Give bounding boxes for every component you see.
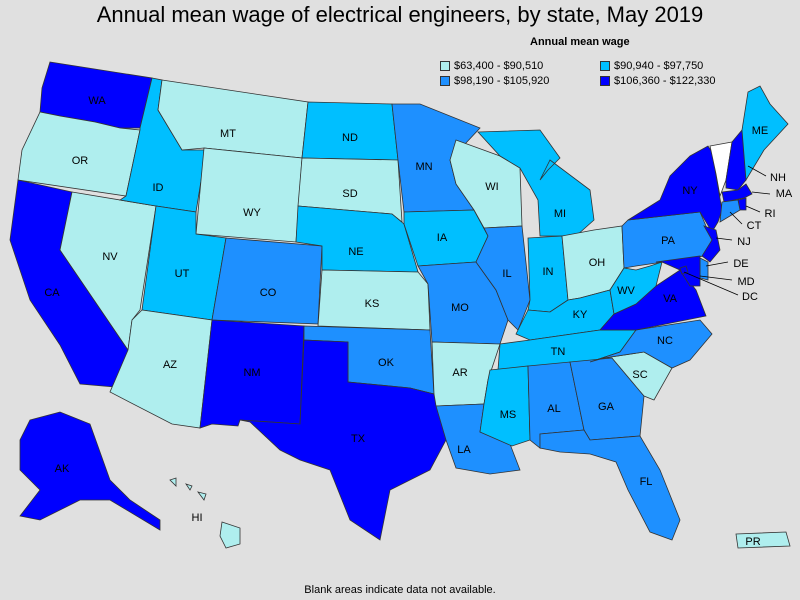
- legend-swatch: [440, 61, 450, 71]
- state-ct[interactable]: [719, 199, 741, 223]
- state-label-il: IL: [502, 268, 511, 280]
- state-label-ms: MS: [500, 409, 517, 421]
- state-label-ks: KS: [365, 298, 380, 310]
- state-label-mn: MN: [415, 161, 432, 173]
- state-mi[interactable]: [477, 129, 595, 237]
- legend-item-tier-2: $90,940 - $97,750: [600, 60, 760, 72]
- state-ks[interactable]: [317, 269, 431, 331]
- state-label-me: ME: [752, 125, 769, 137]
- state-wy[interactable]: [195, 147, 303, 243]
- map-title: Annual mean wage of electrical engineers…: [96, 2, 704, 27]
- state-label-nv: NV: [102, 251, 118, 263]
- state-fl[interactable]: [539, 429, 681, 541]
- state-label-tx: TX: [351, 433, 366, 445]
- state-label-nm: NM: [243, 367, 260, 379]
- state-tx[interactable]: [239, 339, 447, 541]
- state-label-mo: MO: [451, 302, 469, 314]
- state-co[interactable]: [211, 237, 323, 325]
- state-hi[interactable]: [169, 477, 241, 549]
- state-label-nj: NJ: [737, 236, 750, 248]
- legend-item-tier-4: $106,360 - $122,330: [600, 75, 760, 87]
- state-label-in: IN: [543, 266, 554, 278]
- state-label-de: DE: [733, 258, 748, 270]
- legend-label: $106,360 - $122,330: [614, 75, 716, 87]
- state-nm[interactable]: [199, 319, 305, 429]
- state-label-wa: WA: [88, 95, 106, 107]
- legend-item-tier-1: $63,400 - $90,510: [440, 60, 600, 72]
- legend-swatch: [600, 76, 610, 86]
- state-nc[interactable]: [589, 319, 713, 369]
- state-label-sd: SD: [342, 188, 357, 200]
- state-vt[interactable]: [709, 141, 733, 198]
- state-label-pr: PR: [745, 536, 760, 548]
- state-label-az: AZ: [163, 359, 177, 371]
- state-dc[interactable]: [679, 265, 689, 275]
- state-label-md: MD: [737, 276, 754, 288]
- state-label-mi: MI: [554, 208, 566, 220]
- state-label-oh: OH: [589, 257, 606, 269]
- state-label-wi: WI: [485, 181, 498, 193]
- legend-swatch: [440, 76, 450, 86]
- legend-title: Annual mean wage: [530, 36, 630, 48]
- state-label-mt: MT: [220, 128, 236, 140]
- state-label-va: VA: [663, 293, 678, 305]
- state-label-ne: NE: [348, 246, 363, 258]
- state-label-pa: PA: [661, 235, 676, 247]
- state-label-wv: WV: [617, 285, 635, 297]
- state-nj[interactable]: [701, 225, 721, 263]
- state-label-wy: WY: [243, 207, 261, 219]
- state-label-hi: HI: [192, 512, 203, 524]
- state-label-ma: MA: [776, 188, 793, 200]
- state-me[interactable]: [741, 85, 789, 182]
- state-label-ct: CT: [747, 220, 762, 232]
- state-label-ga: GA: [598, 401, 615, 413]
- legend-label: $90,940 - $97,750: [614, 60, 704, 72]
- legend-label: $98,190 - $105,920: [454, 75, 550, 87]
- state-label-al: AL: [547, 403, 560, 415]
- state-nd[interactable]: [301, 101, 399, 161]
- state-label-tn: TN: [551, 346, 566, 358]
- state-label-la: LA: [457, 444, 471, 456]
- legend-label: $63,400 - $90,510: [454, 60, 544, 72]
- state-label-dc: DC: [742, 291, 758, 303]
- state-label-id: ID: [153, 182, 164, 194]
- state-label-sc: SC: [632, 369, 647, 381]
- state-label-ar: AR: [452, 367, 467, 379]
- state-label-nc: NC: [657, 335, 673, 347]
- state-mt[interactable]: [157, 79, 309, 159]
- legend: Annual mean wage $63,400 - $90,510 $90,9…: [440, 36, 770, 87]
- state-label-co: CO: [260, 287, 277, 299]
- legend-item-tier-3: $98,190 - $105,920: [440, 75, 600, 87]
- state-label-ia: IA: [437, 232, 448, 244]
- state-il[interactable]: [475, 225, 531, 331]
- state-label-ut: UT: [175, 268, 190, 280]
- state-pr[interactable]: [735, 531, 791, 549]
- state-label-nd: ND: [342, 132, 358, 144]
- leader-lines: [683, 165, 771, 296]
- state-label-or: OR: [72, 155, 89, 167]
- state-label-fl: FL: [640, 476, 653, 488]
- state-label-ok: OK: [378, 357, 395, 369]
- state-label-ca: CA: [44, 287, 60, 299]
- state-label-ak: AK: [55, 463, 70, 475]
- legend-swatch: [600, 61, 610, 71]
- state-label-ri: RI: [765, 208, 776, 220]
- state-label-nh: NH: [770, 172, 786, 184]
- footnote: Blank areas indicate data not available.: [304, 584, 496, 596]
- state-label-ky: KY: [573, 309, 588, 321]
- state-ak[interactable]: [19, 411, 161, 531]
- state-label-ny: NY: [682, 185, 698, 197]
- state-md[interactable]: [655, 255, 701, 287]
